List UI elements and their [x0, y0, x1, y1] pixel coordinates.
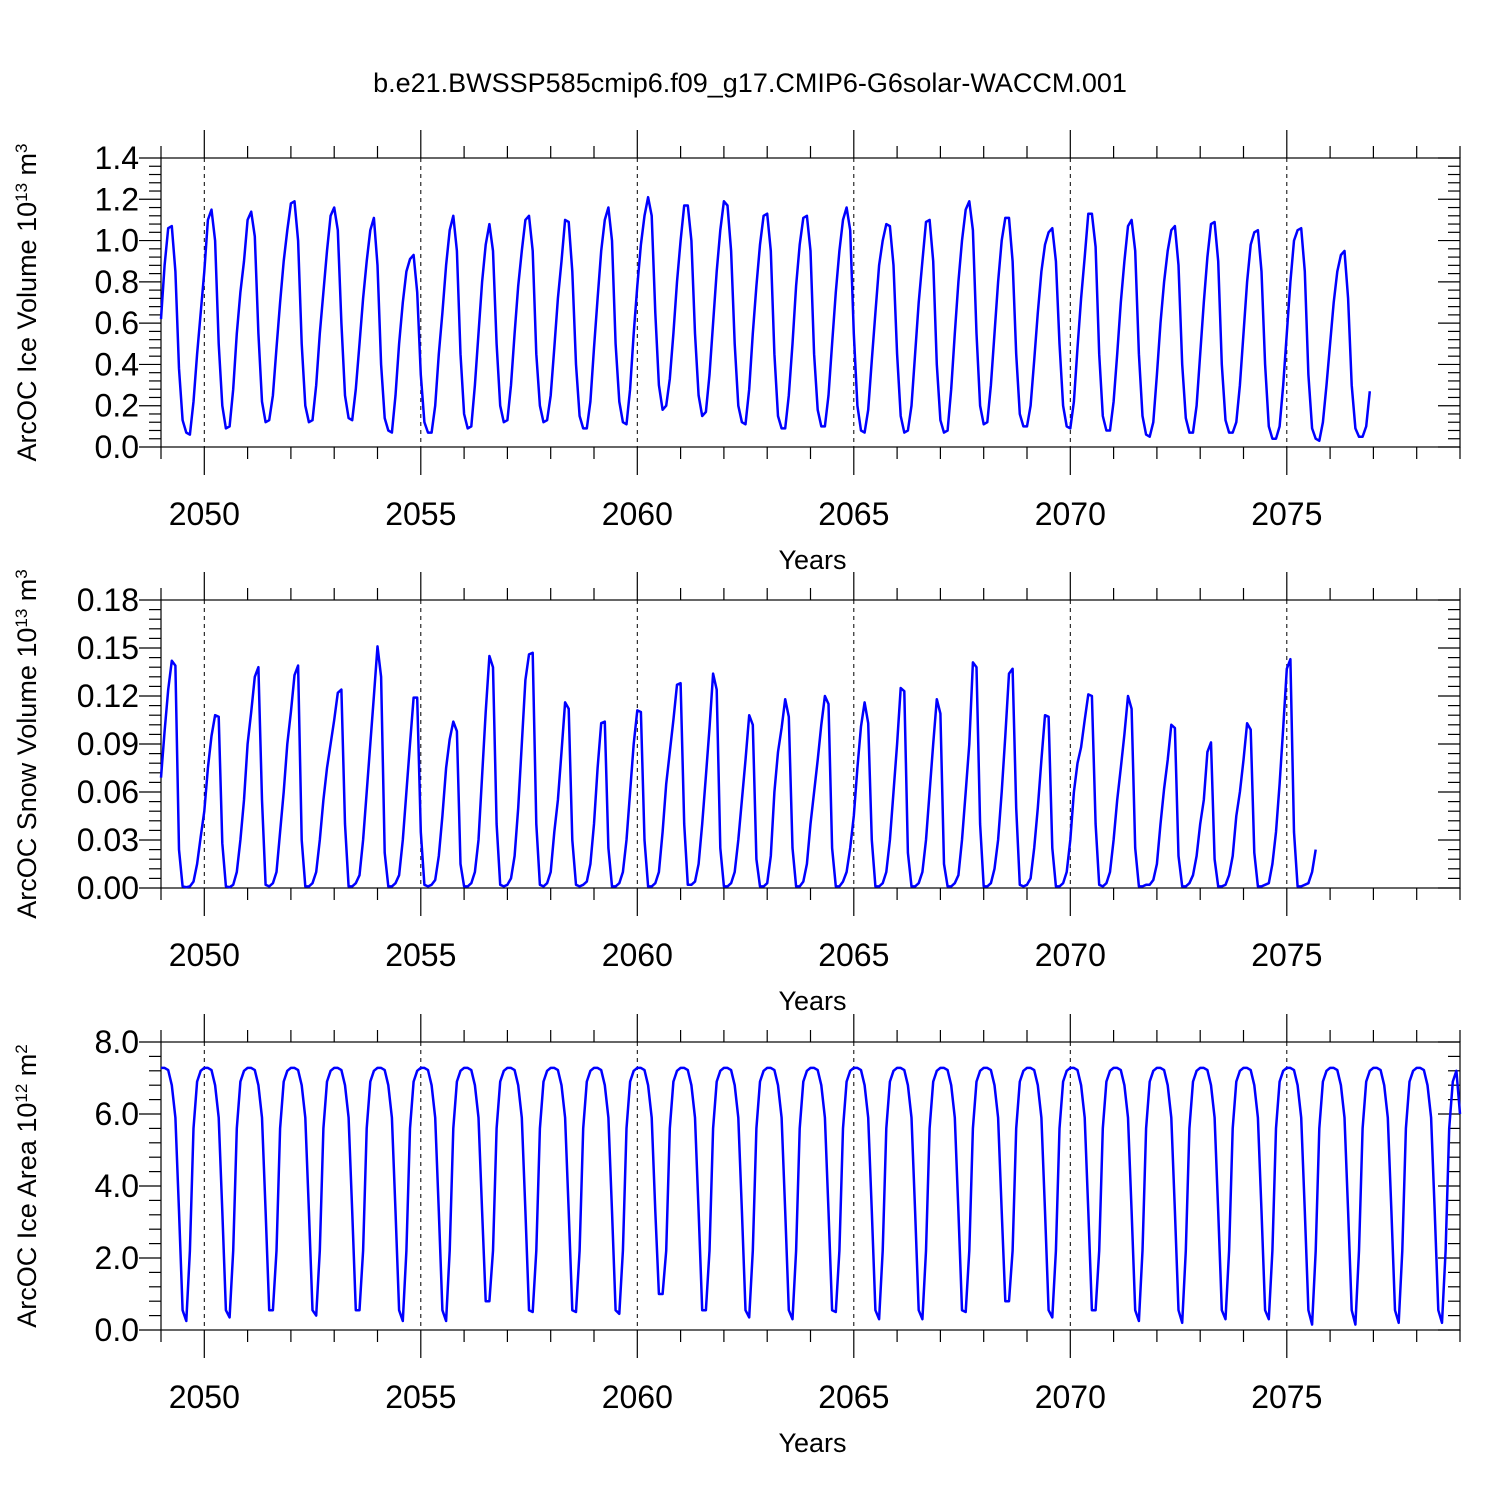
chart-panel-1: 2050 2055 2060 2065 2070 2075 Years 0.0 0.2 0.4 0.…	[12, 130, 1461, 575]
y-axis-label: ArcOC Snow Volume 1013 m3	[12, 569, 43, 919]
x-axis-label: Years	[778, 545, 846, 575]
y-tick-label: 0.0	[95, 429, 139, 465]
x-tick-label: 2060	[602, 1379, 673, 1415]
y-tick-label: 1.2	[95, 181, 139, 217]
series-line	[159, 195, 1372, 443]
x-tick-label: 2050	[169, 1379, 240, 1415]
plot-frame	[160, 599, 1461, 889]
x-tick-label: 2065	[818, 937, 889, 973]
y-tick-label: 1.0	[95, 223, 139, 259]
x-tick-label: 2075	[1251, 496, 1322, 532]
x-tick-label: 2070	[1035, 496, 1106, 532]
x-tick-label: 2060	[602, 496, 673, 532]
y-tick-label: 0.6	[95, 305, 139, 341]
y-tick-label: 0.03	[77, 822, 139, 858]
chart-panel-3: 2050 2055 2060 2065 2070 2075 Years 0.0 2.0 4.0 6.…	[12, 1014, 1462, 1458]
x-tick-label: 2075	[1251, 1379, 1322, 1415]
x-tick-label: 2050	[169, 937, 240, 973]
y-tick-label: 0.8	[95, 264, 139, 300]
x-tick-label: 2055	[385, 937, 456, 973]
y-axis-label: ArcOC Ice Volume 1013 m3	[12, 143, 43, 461]
y-tick-label: 1.4	[95, 140, 139, 176]
y-tick-label: 0.18	[77, 582, 139, 618]
series-line	[159, 645, 1317, 889]
series-line	[161, 1066, 1462, 1326]
chart-panel-2: 2050 2055 2060 2065 2070 2075 Years 0.00 0.03 0.0…	[12, 569, 1461, 1016]
y-tick-label: 0.0	[95, 1312, 139, 1348]
x-tick-label: 2065	[818, 1379, 889, 1415]
y-tick-label: 0.15	[77, 630, 139, 666]
x-tick-label: 2070	[1035, 937, 1106, 973]
x-tick-label: 2055	[385, 496, 456, 532]
x-tick-label: 2055	[385, 1379, 456, 1415]
plot-frame	[160, 157, 1461, 448]
y-tick-label: 0.4	[95, 346, 139, 382]
x-tick-label: 2065	[818, 496, 889, 532]
y-tick-label: 0.09	[77, 726, 139, 762]
y-tick-label: 2.0	[95, 1240, 139, 1276]
x-axis-label: Years	[778, 1428, 846, 1458]
y-tick-label: 0.12	[77, 678, 139, 714]
figure-title: b.e21.BWSSP585cmip6.f09_g17.CMIP6-G6sola…	[373, 68, 1127, 98]
x-tick-label: 2060	[602, 937, 673, 973]
y-tick-label: 4.0	[95, 1168, 139, 1204]
x-tick-label: 2050	[169, 496, 240, 532]
y-axis-label: ArcOC Ice Area 1012 m2	[12, 1044, 43, 1328]
y-tick-label: 0.2	[95, 388, 139, 424]
y-tick-label: 8.0	[95, 1024, 139, 1060]
y-tick-label: 0.00	[77, 870, 139, 906]
x-tick-label: 2075	[1251, 937, 1322, 973]
x-axis-label: Years	[778, 986, 846, 1016]
x-tick-label: 2070	[1035, 1379, 1106, 1415]
y-tick-label: 6.0	[95, 1096, 139, 1132]
y-tick-label: 0.06	[77, 774, 139, 810]
